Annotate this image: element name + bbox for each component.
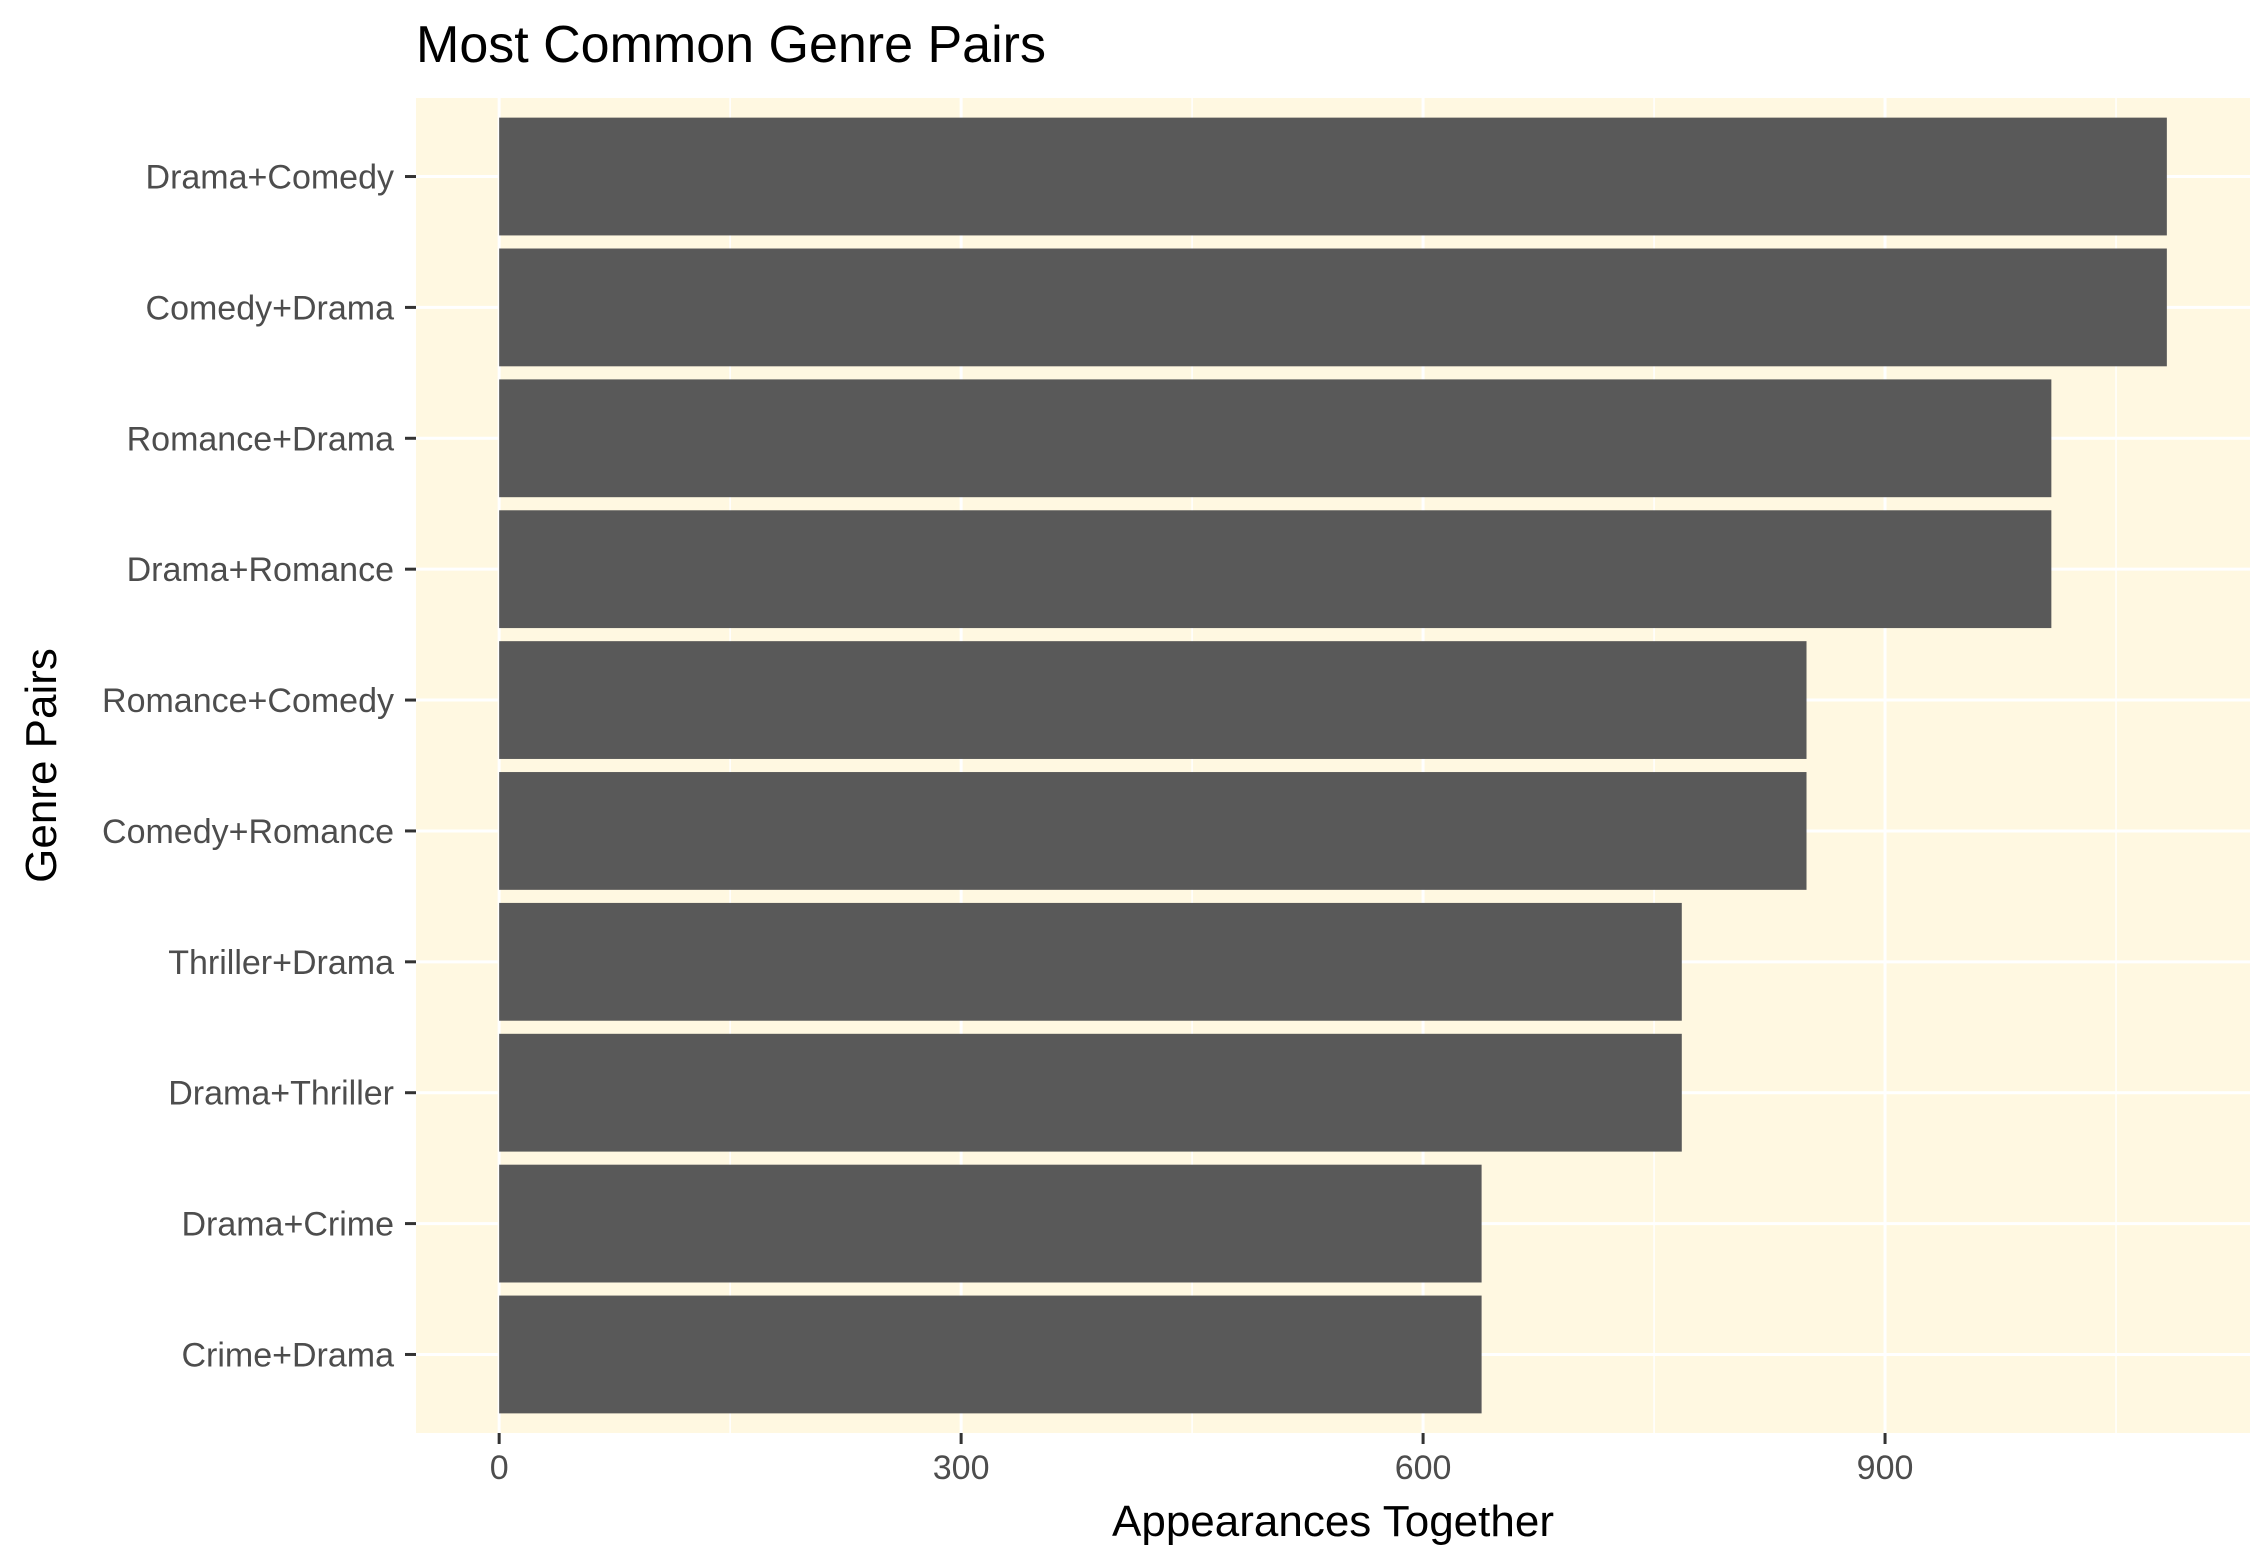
x-tick-label: 300	[933, 1449, 990, 1487]
bar	[499, 510, 2052, 629]
bar	[499, 1164, 1482, 1283]
bar	[499, 379, 2052, 498]
x-tick-label: 900	[1857, 1449, 1914, 1487]
y-axis-title: Genre Pairs	[17, 648, 66, 883]
bar	[499, 1033, 1682, 1152]
y-axis: Drama+Comedy Comedy+Drama Romance+Drama Dra…	[102, 159, 416, 1374]
chart-title: Most Common Genre Pairs	[416, 16, 1046, 74]
bar	[499, 117, 2167, 236]
y-tick-label: Drama+Crime	[181, 1206, 394, 1244]
y-tick-label: Romance+Comedy	[102, 682, 394, 720]
y-tick-label: Comedy+Romance	[102, 813, 394, 851]
bar	[499, 1295, 1482, 1414]
bars	[499, 117, 2167, 1414]
y-tick-label: Romance+Drama	[127, 420, 394, 458]
bar	[499, 248, 2167, 367]
y-tick-label: Comedy+Drama	[146, 289, 395, 327]
y-tick-label: Drama+Thriller	[168, 1075, 394, 1113]
y-tick-label: Drama+Romance	[127, 551, 394, 589]
x-tick-label: 600	[1395, 1449, 1452, 1487]
x-axis-title: Appearances Together	[1112, 1497, 1554, 1546]
y-tick-label: Thriller+Drama	[168, 944, 394, 982]
bar	[499, 902, 1682, 1021]
x-tick-label: 0	[490, 1449, 509, 1487]
x-axis: 0 300 600 900	[490, 1433, 1914, 1487]
bar	[499, 641, 1807, 759]
bar	[499, 772, 1807, 890]
y-tick-label: Crime+Drama	[181, 1336, 394, 1374]
y-tick-label: Drama+Comedy	[146, 159, 394, 197]
